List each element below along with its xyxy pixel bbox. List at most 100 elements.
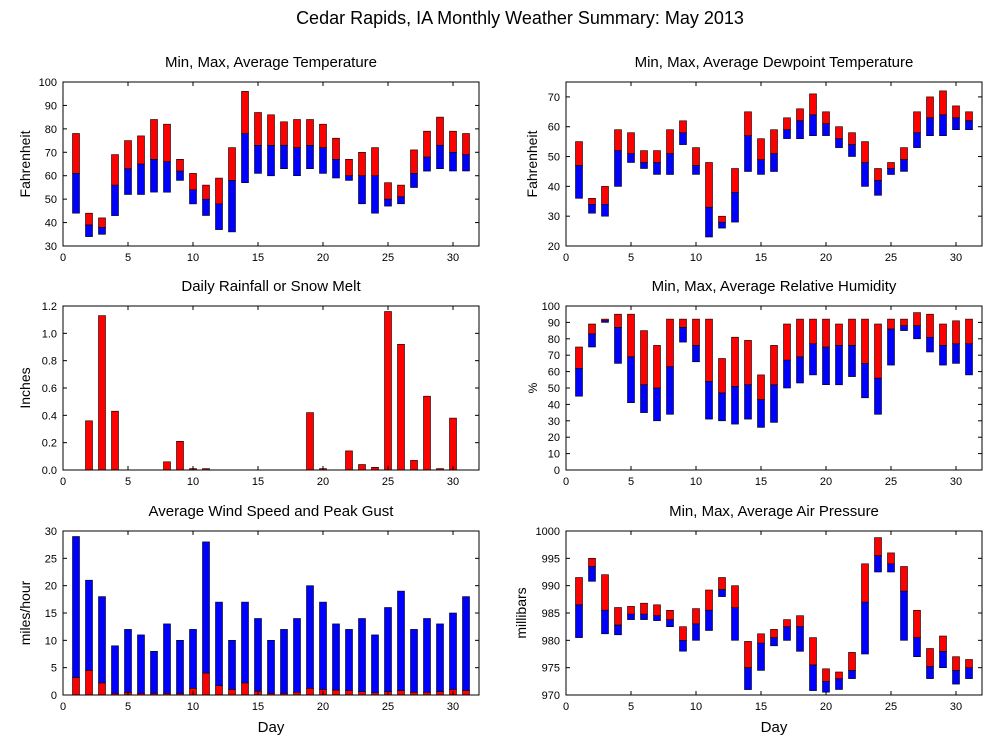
min-avg-bar	[345, 175, 353, 181]
avg-max-bar	[692, 147, 700, 166]
rain-bar	[358, 464, 366, 471]
min-avg-bar	[835, 678, 843, 690]
avg-max-bar	[783, 619, 791, 627]
avg-max-bar	[744, 641, 752, 668]
min-avg-bar	[939, 345, 947, 366]
x-tick-label: 15	[252, 701, 264, 713]
avg-max-bar	[835, 126, 843, 139]
min-avg-bar	[575, 165, 583, 199]
avg-max-bar	[423, 130, 431, 158]
gust-bar	[215, 601, 223, 686]
gust-bar	[163, 623, 171, 694]
avg-max-bar	[371, 147, 379, 177]
panel-temperature: Min, Max, Average Temperature Fahrenheit…	[17, 54, 480, 264]
panel-humidity: Min, Max, Average Relative Humidity % 0 1…	[526, 278, 983, 488]
min-avg-bar	[848, 144, 856, 157]
gust-bar	[449, 612, 457, 690]
y-tick-label: 50	[548, 152, 560, 164]
min-avg-bar	[588, 566, 596, 582]
y-tick-label: 0	[51, 690, 57, 702]
avg-max-bar	[666, 609, 674, 620]
avg-max-bar	[653, 150, 661, 163]
min-avg-bar	[861, 162, 869, 187]
min-avg-bar	[137, 163, 145, 195]
avg-max-bar	[770, 629, 778, 638]
y-tick-label: 100	[542, 301, 560, 313]
min-avg-bar	[666, 153, 674, 175]
gust-bar	[358, 618, 366, 693]
min-avg-bar	[796, 120, 804, 140]
avg-max-bar	[952, 656, 960, 671]
y-tick-label: 0.2	[42, 438, 57, 450]
avg-max-bar	[124, 140, 132, 170]
wind-avg-bar	[241, 682, 249, 696]
avg-max-bar	[705, 589, 713, 611]
y-tick-label: 30	[548, 211, 560, 223]
avg-max-bar	[627, 606, 635, 615]
avg-max-bar	[874, 537, 882, 556]
avg-max-bar	[835, 323, 843, 346]
avg-max-bar	[952, 320, 960, 345]
avg-max-bar	[575, 141, 583, 166]
min-avg-bar	[939, 114, 947, 137]
avg-max-bar	[809, 318, 817, 345]
y-tick-label: 20	[548, 432, 560, 444]
gust-bar	[72, 536, 80, 678]
avg-max-bar	[796, 615, 804, 627]
y-tick-label: 30	[45, 241, 57, 253]
min-avg-bar	[575, 604, 583, 638]
y-tick-label: 70	[45, 147, 57, 159]
panel-pressure: Min, Max, Average Air Pressure millibars…	[513, 503, 983, 736]
avg-max-bar	[822, 668, 830, 682]
min-avg-bar	[731, 192, 739, 223]
min-avg-bar	[952, 117, 960, 131]
avg-max-bar	[913, 312, 921, 327]
x-tick-label: 20	[820, 252, 832, 264]
x-tick-label: 5	[125, 476, 131, 488]
gust-bar	[423, 618, 431, 693]
wind-avg-bar	[72, 677, 80, 696]
avg-max-bar	[822, 318, 830, 348]
avg-max-bar	[731, 168, 739, 193]
avg-max-bar	[718, 577, 726, 590]
y-tick-label: 975	[542, 663, 560, 675]
x-tick-label: 25	[382, 252, 394, 264]
y-tick-label: 80	[548, 334, 560, 346]
min-avg-bar	[770, 384, 778, 423]
gust-bar	[137, 634, 145, 694]
avg-max-bar	[861, 563, 869, 603]
avg-max-bar	[692, 318, 700, 346]
y-tick-label: 980	[542, 635, 560, 647]
panel-rainfall: Daily Rainfall or Snow Melt Inches 0.0 0.…	[17, 278, 480, 488]
y-tick-label: 1.2	[42, 301, 57, 313]
min-avg-bar	[835, 345, 843, 386]
x-tick-label: 25	[885, 476, 897, 488]
x-tick-label: 15	[755, 476, 767, 488]
panel-title: Min, Max, Average Dewpoint Temperature	[635, 54, 914, 71]
min-avg-bar	[72, 173, 80, 214]
wind-avg-bar	[215, 685, 223, 696]
x-tick-label: 30	[447, 252, 459, 264]
avg-max-bar	[98, 217, 106, 228]
min-avg-bar	[718, 392, 726, 422]
min-avg-bar	[202, 198, 210, 216]
avg-max-bar	[332, 137, 340, 160]
panel-title: Daily Rainfall or Snow Melt	[181, 278, 361, 295]
min-avg-bar	[436, 145, 444, 170]
min-avg-bar	[692, 623, 700, 641]
avg-max-bar	[575, 346, 583, 369]
min-avg-bar	[85, 224, 93, 237]
min-avg-bar	[770, 637, 778, 647]
avg-max-bar	[588, 323, 596, 335]
avg-max-bar	[150, 119, 158, 160]
x-tick-label: 20	[820, 701, 832, 713]
rain-bar	[345, 450, 353, 471]
avg-max-bar	[397, 184, 405, 198]
gust-bar	[202, 541, 210, 674]
min-avg-bar	[627, 356, 635, 403]
plot-frame	[62, 81, 480, 247]
x-tick-label: 25	[885, 252, 897, 264]
min-avg-bar	[319, 147, 327, 174]
rain-bar	[85, 420, 93, 471]
avg-max-bar	[965, 318, 973, 345]
